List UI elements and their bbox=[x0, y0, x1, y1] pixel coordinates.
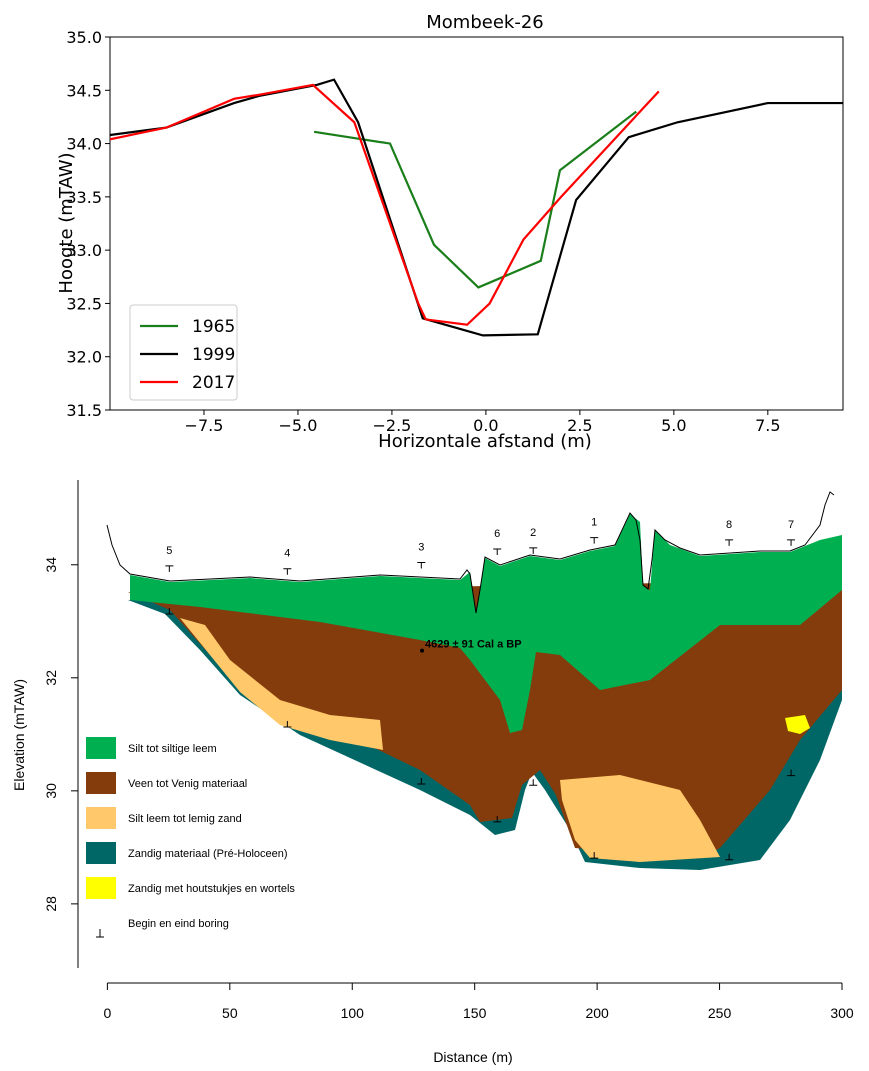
boring-label: 6 bbox=[494, 528, 500, 540]
legend-label: Veen tot Venig materiaal bbox=[128, 778, 247, 790]
legend-label: 2017 bbox=[192, 373, 235, 393]
x-tick-label: −7.5 bbox=[185, 416, 224, 435]
chart-title: Mombeek-26 bbox=[426, 12, 543, 33]
legend-swatch bbox=[86, 772, 116, 794]
legend-label: 1965 bbox=[192, 317, 235, 337]
legend-swatch bbox=[86, 807, 116, 829]
y-tick-label: 32.5 bbox=[66, 294, 102, 313]
x-tick-label: 7.5 bbox=[755, 416, 780, 435]
y-tick-label: 28 bbox=[43, 896, 59, 912]
legend-label: Silt tot siltige leem bbox=[128, 743, 217, 755]
x-tick-label: 250 bbox=[708, 1005, 732, 1021]
boring-label: 1 bbox=[591, 517, 597, 529]
boring-top bbox=[165, 566, 173, 572]
boring-label: 4 bbox=[284, 548, 290, 560]
line-series bbox=[110, 80, 843, 336]
annotation: 4629 ± 91 Cal a BP bbox=[425, 639, 522, 651]
x-tick-label: −5.0 bbox=[279, 416, 318, 435]
y-tick-label: 34.0 bbox=[66, 135, 102, 154]
x-tick-label: −2.5 bbox=[372, 416, 411, 435]
y-tick-label: 32.0 bbox=[66, 348, 102, 367]
x-tick-label: 200 bbox=[585, 1005, 609, 1021]
legend-symbol bbox=[96, 929, 104, 937]
boring-top bbox=[787, 540, 795, 546]
y-tick-label: 34.5 bbox=[66, 81, 102, 100]
boring-label: 8 bbox=[726, 519, 732, 531]
x-tick-label: 150 bbox=[463, 1005, 487, 1021]
boring-top bbox=[493, 549, 501, 555]
x-axis-label: Distance (m) bbox=[433, 1049, 512, 1065]
boring-bottom bbox=[529, 779, 537, 785]
figure: Mombeek-26 Horizontale afstand (m) Hoogt… bbox=[0, 0, 869, 1071]
boring-top bbox=[590, 538, 598, 544]
y-tick-label: 34 bbox=[43, 557, 59, 573]
boring-top bbox=[417, 563, 425, 569]
x-tick-label: 100 bbox=[341, 1005, 365, 1021]
legend-swatch bbox=[86, 737, 116, 759]
legend-label: Zandig materiaal (Pré-Holoceen) bbox=[128, 848, 288, 860]
y-axis-label: Elevation (mTAW) bbox=[11, 679, 27, 791]
boring-label: 3 bbox=[418, 542, 424, 554]
legend-swatch bbox=[86, 842, 116, 864]
y-axis-label: Hoogte (mTAW) bbox=[56, 152, 77, 293]
x-tick-label: 2.5 bbox=[567, 416, 592, 435]
y-tick-label: 35.0 bbox=[66, 28, 102, 47]
boring-top bbox=[283, 569, 291, 575]
boring-label: 7 bbox=[788, 519, 794, 531]
legend-label: Begin en eind boring bbox=[128, 918, 229, 930]
legend-label: Silt leem tot lemig zand bbox=[128, 813, 242, 825]
x-tick-label: 5.0 bbox=[661, 416, 686, 435]
boring-label: 2 bbox=[530, 527, 536, 539]
line-series bbox=[110, 85, 659, 325]
legend-label: Zandig met houtstukjes en wortels bbox=[128, 883, 295, 895]
y-tick-label: 31.5 bbox=[66, 401, 102, 420]
boring-top bbox=[725, 540, 733, 546]
x-tick-label: 50 bbox=[222, 1005, 238, 1021]
y-tick-label: 32 bbox=[43, 670, 59, 686]
y-tick-label: 33.5 bbox=[66, 188, 102, 207]
x-tick-label: 300 bbox=[830, 1005, 854, 1021]
x-tick-label: 0.0 bbox=[473, 416, 498, 435]
legend-label: 1999 bbox=[192, 345, 235, 365]
profile-chart: Mombeek-26 Horizontale afstand (m) Hoogt… bbox=[56, 12, 843, 452]
boring-top bbox=[529, 548, 537, 554]
y-tick-label: 30 bbox=[43, 783, 59, 799]
x-tick-label: 0 bbox=[103, 1005, 111, 1021]
page: Mombeek-26 Horizontale afstand (m) Hoogt… bbox=[0, 0, 869, 1071]
y-tick-label: 33.0 bbox=[66, 241, 102, 260]
boring-label: 5 bbox=[166, 545, 172, 557]
legend-swatch bbox=[86, 877, 116, 899]
annotation-dot bbox=[420, 649, 424, 653]
